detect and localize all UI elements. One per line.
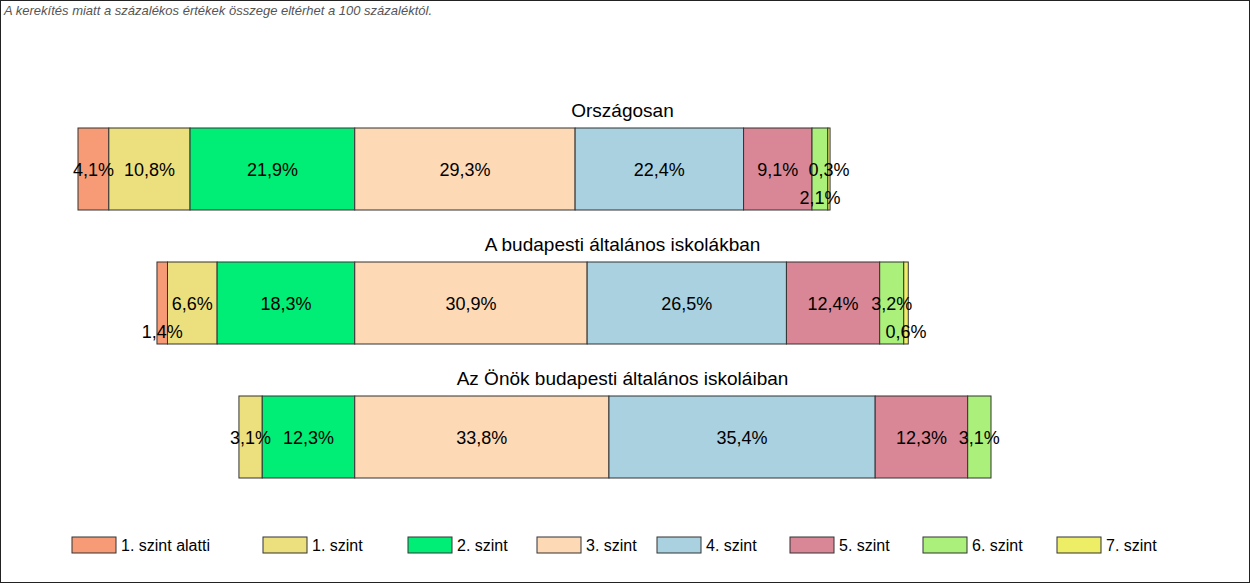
category-title: A budapesti általános iskolákban [485, 234, 761, 255]
bar-segment [575, 128, 743, 210]
legend-label: 2. szint [457, 537, 508, 554]
legend-label: 4. szint [706, 537, 757, 554]
frame [1, 1, 1250, 583]
legend-label: 1. szint [312, 537, 363, 554]
data-label: 0,3% [808, 160, 849, 180]
data-label: 22,4% [634, 160, 685, 180]
legend-label: 3. szint [586, 537, 637, 554]
bar-segment [587, 262, 786, 344]
bar-segment [355, 262, 587, 344]
category-title: Az Önök budapesti általános iskoláiban [457, 368, 789, 389]
bar-segment [875, 396, 968, 478]
legend-swatch [263, 537, 307, 553]
legend-label: 6. szint [972, 537, 1023, 554]
data-label: 3,1% [959, 428, 1000, 448]
legend-swatch [408, 537, 452, 553]
bar-segment [609, 396, 875, 478]
bar-segment [786, 262, 879, 344]
legend-swatch [923, 537, 967, 553]
legend-swatch [1057, 537, 1101, 553]
legend-swatch [537, 537, 581, 553]
bar-segment [262, 396, 355, 478]
legend-label: 5. szint [839, 537, 890, 554]
data-label: 6,6% [172, 294, 213, 314]
bar-segment [355, 396, 609, 478]
note: A kerekítés miatt a százalékos értékek ö… [3, 3, 432, 18]
bar-segment [355, 128, 575, 210]
bar-segment [190, 128, 355, 210]
data-label: 4,1% [73, 160, 114, 180]
data-label: 18,3% [260, 294, 311, 314]
data-label: 29,3% [439, 160, 490, 180]
data-label: 12,3% [283, 428, 334, 448]
data-label: 21,9% [247, 160, 298, 180]
legend-swatch [72, 537, 116, 553]
legend: 1. szint alatti 1. szint 2. szint 3. szint 4… [72, 537, 1157, 554]
data-label: 2,1% [799, 188, 840, 208]
data-label: 30,9% [445, 294, 496, 314]
data-label: 1,4% [142, 322, 183, 342]
data-label: 33,8% [456, 428, 507, 448]
data-label: 3,2% [871, 294, 912, 314]
data-label: 26,5% [661, 294, 712, 314]
legend-swatch [657, 537, 701, 553]
data-label: 10,8% [124, 160, 175, 180]
legend-label: 7. szint [1106, 537, 1157, 554]
data-label: 9,1% [757, 160, 798, 180]
category-title: Országosan [571, 100, 673, 121]
bars [78, 128, 991, 478]
bar-segment [109, 128, 190, 210]
data-label: 12,4% [808, 294, 859, 314]
chart: A kerekítés miatt a százalékos értékek ö… [0, 0, 1250, 583]
data-label: 3,1% [230, 428, 271, 448]
legend-label: 1. szint alatti [121, 537, 210, 554]
labels: Országosan 4,1% 10,8% 21,9% 29,3% 22,4% 9,1%2,… [73, 100, 1000, 448]
legend-swatch [790, 537, 834, 553]
data-label: 0,6% [886, 322, 927, 342]
bar-segment [217, 262, 355, 344]
data-label: 35,4% [717, 428, 768, 448]
data-label: 12,3% [896, 428, 947, 448]
